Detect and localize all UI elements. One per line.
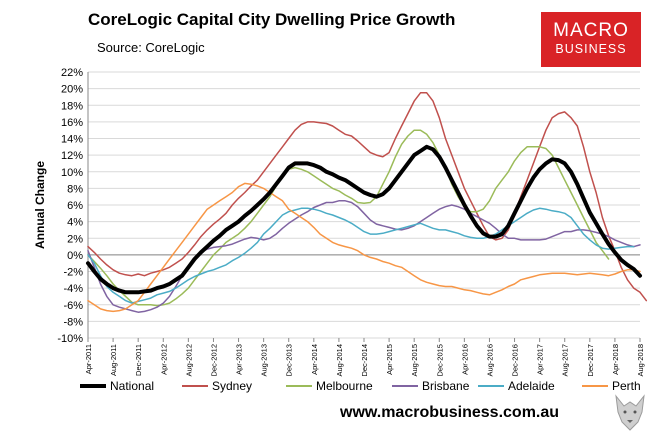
y-tick-label: -10% <box>57 333 83 345</box>
x-tick-label: Aug-2018 <box>636 344 645 377</box>
chart-title: CoreLogic Capital City Dwelling Price Gr… <box>88 10 456 29</box>
legend: National Sydney Melbourne Brisbane Adelaide P… <box>80 379 641 393</box>
x-tick-label: Aug-2011 <box>109 344 118 376</box>
x-tick-label: Aug-2014 <box>335 344 344 377</box>
series-line-melbourne <box>87 129 610 307</box>
series-lines <box>86 92 648 313</box>
grid-lines <box>88 71 640 339</box>
x-tick-label: Dec-2017 <box>586 344 595 377</box>
series-line-sydney <box>87 92 648 302</box>
x-tick-label: Aug-2012 <box>184 344 193 377</box>
y-tick-label: 0% <box>67 250 83 262</box>
x-tick-label: Apr-2011 <box>84 344 93 374</box>
series-line-national <box>86 144 642 295</box>
x-tick-label: Apr-2016 <box>460 344 469 375</box>
x-tick-label: Apr-2013 <box>235 344 244 375</box>
x-tick-label: Dec-2014 <box>360 344 369 377</box>
legend-label-adelaide: Adelaide <box>508 379 555 393</box>
logo-line2: BUSINESS <box>555 42 627 56</box>
x-tick-label: Dec-2011 <box>134 344 143 376</box>
legend-label-national: National <box>110 379 154 393</box>
x-tick-label: Aug-2016 <box>485 344 494 377</box>
y-tick-label: 10% <box>61 167 83 179</box>
series-line-perth <box>87 182 641 313</box>
y-tick-label: -4% <box>63 283 83 295</box>
y-tick-label: -2% <box>63 267 83 279</box>
y-tick-label: 16% <box>61 117 83 129</box>
x-tick-label: Apr-2017 <box>536 344 545 375</box>
y-tick-label: 8% <box>67 183 83 195</box>
x-axis-ticks: Apr-2011 Aug-2011 Dec-2011 Apr-2012 Aug-2012… <box>84 338 645 377</box>
logo-line1: MACRO <box>553 20 629 41</box>
website-url: www.macrobusiness.com.au <box>340 404 560 421</box>
wolf-icon <box>615 394 645 431</box>
x-tick-label: Dec-2012 <box>209 344 218 377</box>
y-tick-label: 14% <box>61 134 83 146</box>
x-tick-label: Dec-2015 <box>435 344 444 377</box>
x-tick-label: Apr-2018 <box>611 344 620 375</box>
x-tick-label: Dec-2013 <box>285 344 294 377</box>
y-tick-label: -6% <box>63 300 83 312</box>
y-tick-label: 18% <box>61 100 83 112</box>
x-tick-label: Dec-2016 <box>511 344 520 377</box>
x-tick-label: Aug-2017 <box>561 344 570 377</box>
x-tick-label: Apr-2012 <box>159 344 168 375</box>
series-line-adelaide <box>87 207 635 304</box>
y-tick-label: -8% <box>63 316 83 328</box>
y-axis-ticks: -10% -8% -6% -4% -2% 0% 2% 4% 6% 8% 10% 12% 14% 16% 18… <box>57 67 83 345</box>
macrobusiness-logo: MACRO BUSINESS <box>541 12 641 67</box>
x-tick-label: Apr-2015 <box>385 344 394 375</box>
legend-label-sydney: Sydney <box>212 379 252 393</box>
y-axis-label: Annual Change <box>33 161 47 249</box>
x-tick-label: Apr-2014 <box>310 344 319 375</box>
x-tick-label: Aug-2013 <box>260 344 269 377</box>
y-tick-label: 12% <box>61 150 83 162</box>
legend-label-brisbane: Brisbane <box>422 379 470 393</box>
legend-label-perth: Perth <box>612 379 641 393</box>
chart-source: Source: CoreLogic <box>97 40 205 55</box>
x-tick-label: Aug-2015 <box>410 344 419 377</box>
y-tick-label: 22% <box>61 67 83 79</box>
y-tick-label: 4% <box>67 217 83 229</box>
y-tick-label: 2% <box>67 233 83 245</box>
y-tick-label: 6% <box>67 200 83 212</box>
legend-label-melbourne: Melbourne <box>316 379 373 393</box>
y-tick-label: 20% <box>61 84 83 96</box>
